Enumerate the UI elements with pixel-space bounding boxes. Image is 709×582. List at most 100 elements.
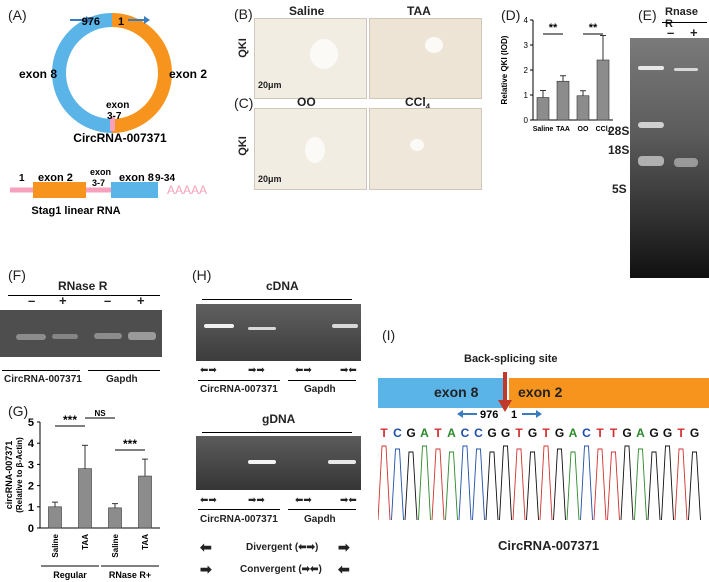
d-bar <box>556 80 570 121</box>
g-bar <box>78 468 92 529</box>
cdna-right: Gapdh <box>304 384 336 395</box>
seq-base: T <box>596 426 604 440</box>
linear-exon2: exon 2 <box>38 172 73 184</box>
g-sig-label: NS <box>94 409 106 418</box>
gdna-right: Gapdh <box>304 514 336 525</box>
seq-peak <box>431 448 445 521</box>
seq-peak <box>539 445 553 521</box>
panel-label-a: (A) <box>8 7 27 23</box>
gel-gdna <box>196 436 361 490</box>
seq-peak <box>458 445 472 521</box>
seq-peak <box>472 448 485 521</box>
exon8-bar <box>378 378 505 408</box>
gel-f-minus2: – <box>104 293 112 308</box>
seq-peak <box>499 445 512 521</box>
exon37-segment <box>110 117 115 131</box>
exon2-bar <box>509 378 709 408</box>
seq-peak <box>620 445 634 521</box>
micrograph-saline <box>254 18 367 99</box>
seq-base: A <box>420 426 429 440</box>
d-bar <box>596 59 610 121</box>
d-bar <box>576 95 590 121</box>
marker-18s: 18S <box>608 143 630 157</box>
g-group-label: Regular <box>53 570 87 580</box>
panel-label-e: (E) <box>638 7 657 23</box>
circrna-diagram: 976 1 exon 8 exon 2 exon 3-7 CircRNA-007… <box>10 13 207 217</box>
d-x-tick-label: Saline <box>533 126 554 133</box>
seq-peak <box>391 448 404 521</box>
ccl4-text: CCl <box>405 95 426 109</box>
pos-976: 976 <box>82 16 100 28</box>
label-exon37-b: 3-7 <box>107 111 122 122</box>
seq-peak <box>580 445 593 521</box>
micrograph-taa <box>369 18 482 99</box>
g-sig-label: *** <box>123 437 137 451</box>
seq-base: A <box>447 426 456 440</box>
convergent-end: ) <box>318 564 322 575</box>
g-y-label-2: (Relative to β-Actin) <box>15 437 24 513</box>
label-exon8: exon 8 <box>19 67 57 81</box>
panel-i: (I) Back-splicing site exon 8 exon 2 976… <box>378 320 709 582</box>
g-y-tick-label: 5 <box>28 417 34 429</box>
seq-base: G <box>622 426 631 440</box>
d-y-tick-label: 2 <box>524 66 529 75</box>
linear-exon37-a: exon <box>90 167 111 177</box>
gel-f-plus1: + <box>59 293 67 308</box>
panel-label-b: (B) <box>234 6 253 22</box>
g-group-label: RNase R+ <box>109 570 151 580</box>
g-x-tick-label: Saline <box>51 533 60 557</box>
gel-e-plus: + <box>690 25 698 40</box>
d-sig-label: ** <box>549 22 558 34</box>
d-bar <box>536 97 550 121</box>
seq-base: G <box>487 426 496 440</box>
seq-base: C <box>393 426 402 440</box>
linear-exon8-box <box>111 182 158 198</box>
seq-pos-1: 1 <box>511 409 517 421</box>
linear-name: Stag1 linear RNA <box>31 205 120 217</box>
exon8-arc <box>52 13 113 133</box>
g-x-tick-label: TAA <box>81 534 90 550</box>
marker-5s: 5S <box>612 182 627 196</box>
panel-b: (B) Saline TAA QKI 20μm <box>232 0 497 102</box>
seq-base: C <box>582 426 591 440</box>
seq-base: A <box>636 426 645 440</box>
d-x-tick-label: OO <box>578 126 589 133</box>
seq-base: T <box>610 426 618 440</box>
panel-label-i: (I) <box>382 327 396 343</box>
seq-peak <box>607 451 620 521</box>
label-exon2: exon 2 <box>169 67 207 81</box>
panel-label-h: (H) <box>192 267 212 283</box>
seq-pos-976: 976 <box>480 409 498 421</box>
legend-divergent: ⬅ Divergent (⬅➡) ➡ <box>200 539 350 555</box>
poly-a: AAAAA <box>167 183 207 197</box>
gel-f-title: RNase R <box>58 279 108 293</box>
gel-f-minus1: – <box>28 293 36 308</box>
seq-name: CircRNA-007371 <box>498 538 600 553</box>
ylabel-qki-b: QKI <box>236 38 249 58</box>
g-y-tick-label: 2 <box>28 481 34 493</box>
seq-peak <box>647 451 661 521</box>
gel-f-right: Gapdh <box>106 374 138 385</box>
header-saline: Saline <box>289 4 325 18</box>
panel-label-c: (C) <box>234 95 254 111</box>
seq-base: T <box>542 426 550 440</box>
seq-peak <box>418 445 431 521</box>
seq-base: C <box>461 426 470 440</box>
d-y-tick-label: 1 <box>524 91 529 100</box>
panel-a: (A) 976 1 exon 8 exon 2 exon 3-7 CircRNA… <box>0 0 235 245</box>
seq-base: G <box>528 426 537 440</box>
seq-base: T <box>434 426 442 440</box>
g-y-tick-label: 1 <box>28 502 34 514</box>
seq-peak <box>634 448 647 521</box>
pos-1: 1 <box>118 16 124 28</box>
scalebar-b: 20μm <box>258 80 282 90</box>
seq-peak <box>445 451 458 521</box>
g-y-tick-label: 4 <box>28 438 35 450</box>
gdna-label: gDNA <box>262 412 296 426</box>
seq-base: T <box>677 426 685 440</box>
seq-base: T <box>380 426 388 440</box>
g-y-tick-label: 3 <box>28 459 34 471</box>
panel-c: (C) OO CCl4 QKI 20μm <box>232 92 497 192</box>
seq-base: G <box>649 426 658 440</box>
seq-peak <box>593 448 607 521</box>
